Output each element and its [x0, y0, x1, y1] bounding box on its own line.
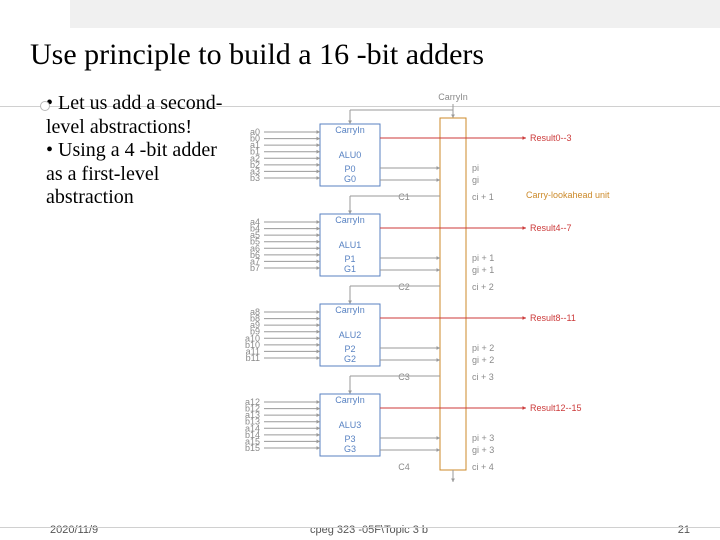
svg-text:CarryIn: CarryIn — [335, 305, 365, 315]
svg-text:ALU2: ALU2 — [339, 330, 362, 340]
svg-text:gi + 1: gi + 1 — [472, 265, 494, 275]
svg-text:C2: C2 — [398, 282, 410, 292]
footer-mid: cpeg 323 -05F\Topic 3 b — [310, 524, 428, 536]
svg-text:gi + 3: gi + 3 — [472, 445, 494, 455]
svg-text:Result8--11: Result8--11 — [530, 313, 576, 323]
svg-text:ci + 4: ci + 4 — [472, 462, 494, 472]
svg-text:CarryIn: CarryIn — [335, 215, 365, 225]
adder-diagram: CarryIn Carry-lookahead unit CarryIn ALU0 P0… — [224, 88, 700, 488]
svg-text:P2: P2 — [344, 344, 355, 354]
svg-text:ci + 3: ci + 3 — [472, 372, 494, 382]
svg-text:P1: P1 — [344, 254, 355, 264]
footer-rule — [0, 527, 720, 528]
svg-text:ALU3: ALU3 — [339, 420, 362, 430]
svg-text:b7: b7 — [250, 263, 260, 273]
svg-text:Carry-lookahead unit: Carry-lookahead unit — [526, 190, 610, 200]
footer-date: 2020/11/9 — [50, 524, 98, 536]
header-bar — [0, 0, 720, 28]
svg-text:C3: C3 — [398, 372, 410, 382]
svg-text:gi + 2: gi + 2 — [472, 355, 494, 365]
svg-text:Result12--15: Result12--15 — [530, 403, 582, 413]
svg-text:gi: gi — [472, 175, 479, 185]
svg-text:b15: b15 — [245, 443, 260, 453]
svg-text:b3: b3 — [250, 173, 260, 183]
svg-text:CarryIn: CarryIn — [335, 395, 365, 405]
svg-text:CarryIn: CarryIn — [335, 125, 365, 135]
svg-text:ci + 1: ci + 1 — [472, 192, 494, 202]
svg-text:pi: pi — [472, 163, 479, 173]
footer-page: 21 — [678, 524, 690, 536]
svg-text:ALU1: ALU1 — [339, 240, 362, 250]
svg-text:Result0--3: Result0--3 — [530, 133, 572, 143]
svg-text:b11: b11 — [246, 353, 260, 363]
svg-text:G0: G0 — [344, 174, 356, 184]
svg-text:P3: P3 — [344, 434, 355, 444]
svg-text:pi + 3: pi + 3 — [472, 433, 494, 443]
svg-text:G3: G3 — [344, 444, 356, 454]
slide-title: Use principle to build a 16 -bit adders — [30, 38, 720, 72]
svg-text:C1: C1 — [398, 192, 410, 202]
bullet-text: • Let us add a second-level abstractions… — [46, 88, 224, 488]
svg-text:G2: G2 — [344, 354, 356, 364]
svg-text:C4: C4 — [398, 462, 410, 472]
svg-text:ci + 2: ci + 2 — [472, 282, 494, 292]
svg-text:P0: P0 — [344, 164, 355, 174]
decor-dot — [40, 101, 50, 111]
svg-text:CarryIn: CarryIn — [438, 92, 468, 102]
svg-text:ALU0: ALU0 — [339, 150, 362, 160]
svg-text:G1: G1 — [344, 264, 356, 274]
svg-text:pi + 2: pi + 2 — [472, 343, 494, 353]
svg-text:pi + 1: pi + 1 — [472, 253, 494, 263]
svg-text:Result4--7: Result4--7 — [530, 223, 572, 233]
